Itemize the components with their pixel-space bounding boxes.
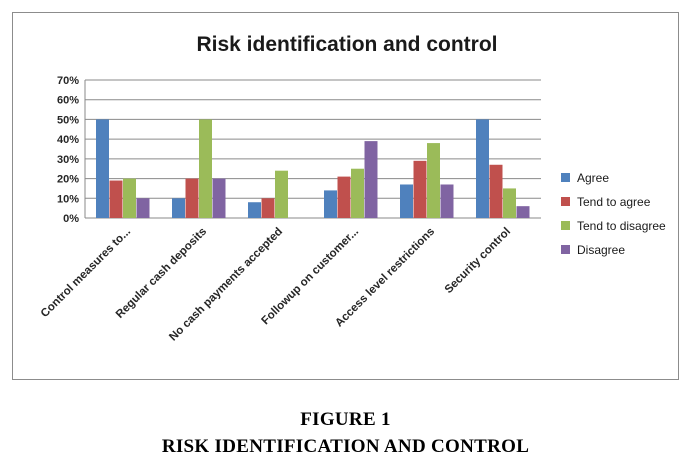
y-tick-label: 40%	[57, 134, 79, 146]
bar	[275, 170, 288, 218]
x-axis-tick-labels: Control measures to...Regular cash depos…	[39, 226, 513, 344]
bars	[96, 119, 530, 218]
x-tick-label: Security control	[443, 226, 513, 296]
y-axis-tick-labels: 0% 10% 20% 30% 40% 50% 60% 70%	[57, 75, 79, 225]
legend-label: Tend to agree	[577, 195, 651, 209]
legend-label: Tend to disagree	[577, 219, 666, 233]
bar	[476, 119, 489, 218]
chart-frame: Risk identification and control 0% 10% 20%…	[12, 12, 679, 380]
y-tick-label: 20%	[57, 174, 79, 186]
bar	[212, 178, 226, 218]
legend-label: Disagree	[577, 243, 625, 257]
bar	[364, 141, 378, 218]
bar	[199, 119, 212, 218]
bar	[109, 180, 123, 218]
figure-label: FIGURE 1	[300, 409, 391, 430]
bar	[337, 176, 351, 218]
bar	[400, 184, 413, 218]
gridlines	[84, 79, 541, 219]
x-tick-label: Control measures to...	[39, 226, 133, 320]
legend-label: Agree	[577, 171, 609, 185]
bar	[351, 168, 364, 218]
bar	[440, 184, 454, 218]
legend-swatch	[561, 173, 570, 182]
bar	[427, 143, 440, 218]
y-tick-label: 50%	[57, 114, 79, 126]
legend-swatch	[561, 245, 570, 254]
bar	[136, 198, 150, 218]
bar	[516, 206, 530, 218]
bar	[172, 198, 185, 218]
legend-swatch	[561, 197, 570, 206]
y-tick-label: 10%	[57, 193, 79, 205]
legend: Agree Tend to agree Tend to disagree Disagr…	[561, 171, 666, 257]
bar	[261, 198, 275, 218]
bar	[489, 164, 503, 218]
y-tick-label: 30%	[57, 154, 79, 166]
bar	[123, 178, 136, 218]
figure-caption: RISK IDENTIFICATION AND CONTROL	[161, 436, 530, 457]
legend-swatch	[561, 221, 570, 230]
bar	[185, 178, 199, 218]
bar	[503, 188, 516, 218]
bar	[413, 160, 427, 218]
bar-chart: Risk identification and control 0% 10% 20%…	[39, 33, 666, 344]
bar	[324, 190, 337, 218]
y-tick-label: 0%	[63, 213, 79, 225]
bar	[248, 202, 261, 218]
y-tick-label: 70%	[57, 75, 79, 87]
y-tick-label: 60%	[57, 95, 79, 107]
bar	[96, 119, 109, 218]
chart-title: Risk identification and control	[196, 33, 497, 56]
